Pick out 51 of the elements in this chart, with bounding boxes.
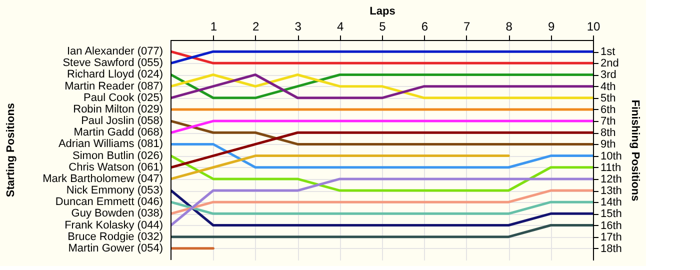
series-label: Ian Alexander (077) [66,46,163,58]
y-tick-label: 4th [600,80,616,93]
series-label: Robin Milton (029) [73,103,163,116]
series-label: Steve Sawford (055) [62,57,163,70]
line-series [171,154,593,192]
y-tick-label: 2nd [600,58,619,70]
y-tick-label: 6th [600,104,616,116]
series-label: Martin Gower (054) [68,242,163,254]
series-label: Adrian Williams (081) [58,138,163,150]
series-label: Bruce Rodgie (032) [68,230,163,243]
x-tick-label: 1 [210,20,218,34]
series-label: Paul Cook (025) [84,92,163,104]
series-label: Simon Butlin (026) [72,150,163,162]
y-tick-label: 17th [600,231,622,244]
y-tick-label: 9th [600,138,616,151]
series-label: Martin Reader (087) [64,80,163,92]
y-tick-label: 11th [600,162,622,174]
y-tick-label: 1st [600,46,616,58]
y-tick-label: 5th [600,92,616,104]
y-tick-label: 12th [600,173,622,186]
series-label: Guy Bowden (038) [71,208,163,220]
y-tick-label: 14th [600,196,622,209]
y-tick-label: 15th [600,208,622,220]
x-tick-label: 6 [421,20,428,34]
x-tick-label: 10 [586,20,600,34]
y-tick-label: 13th [600,185,622,198]
x-tick-label: 9 [548,20,555,34]
series-label: Frank Kolasky (044) [64,219,163,232]
text: Starting Positions [5,102,17,198]
x-tick-label: 5 [379,20,386,34]
y-tick-label: 8th [600,127,616,140]
series-label: Richard Lloyd (024) [67,68,163,81]
y-tick-label: 7th [600,116,616,128]
x-tick-label: 7 [464,20,471,34]
x-tick-label: 3 [294,20,302,34]
series-label: Nick Emmony (053) [66,184,163,197]
x-axis-title: Laps [370,6,396,18]
y-tick-label: 16th [600,220,622,232]
y-tick-label: 18th [600,242,622,255]
series-label: Chris Watson (061) [68,161,163,174]
line-series [171,131,593,169]
series-label: Martin Gadd (068) [74,126,163,139]
series-label: Paul Joslin (058) [81,115,163,128]
x-tick-label: 2 [252,20,260,34]
x-tick-label: 4 [336,20,344,34]
y-tick-label: 10th [600,150,622,162]
series-label: Mark Bartholomew (047) [42,172,163,185]
y-axis-title: Finishing Positions [628,100,641,202]
y-tick-label: 3rd [600,69,616,82]
series-label: Duncan Emmett (046) [55,196,163,208]
x-tick-label: 8 [506,20,513,34]
